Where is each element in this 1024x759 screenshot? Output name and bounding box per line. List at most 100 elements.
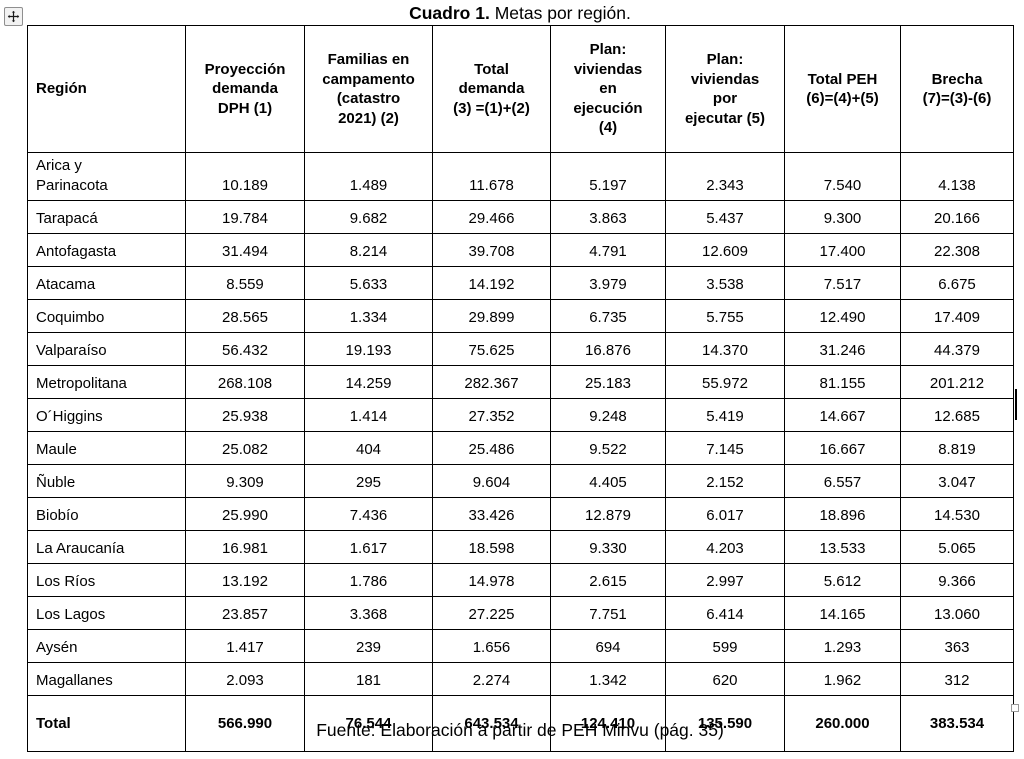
region-cell[interactable]: Magallanes: [27, 662, 186, 696]
value-cell[interactable]: 1.786: [304, 563, 433, 597]
region-cell[interactable]: Valparaíso: [27, 332, 186, 366]
value-cell[interactable]: 9.300: [784, 200, 901, 234]
value-cell[interactable]: 56.432: [185, 332, 305, 366]
value-cell[interactable]: 201.212: [900, 365, 1014, 399]
value-cell[interactable]: 29.466: [432, 200, 551, 234]
value-cell[interactable]: 3.368: [304, 596, 433, 630]
value-cell[interactable]: 2.997: [665, 563, 785, 597]
value-cell[interactable]: 7.145: [665, 431, 785, 465]
value-cell[interactable]: 5.755: [665, 299, 785, 333]
value-cell[interactable]: 312: [900, 662, 1014, 696]
value-cell[interactable]: 18.598: [432, 530, 551, 564]
value-cell[interactable]: 17.409: [900, 299, 1014, 333]
table-move-handle[interactable]: [4, 7, 23, 26]
value-cell[interactable]: 11.678: [432, 152, 551, 201]
value-cell[interactable]: 19.193: [304, 332, 433, 366]
value-cell[interactable]: 14.192: [432, 266, 551, 300]
value-cell[interactable]: 8.559: [185, 266, 305, 300]
region-cell[interactable]: Biobío: [27, 497, 186, 531]
region-cell[interactable]: Maule: [27, 431, 186, 465]
value-cell[interactable]: 6.414: [665, 596, 785, 630]
value-cell[interactable]: 7.436: [304, 497, 433, 531]
header-cell-viviendas-por-ejecutar[interactable]: Plan: viviendas por ejecutar (5): [665, 25, 785, 153]
value-cell[interactable]: 14.165: [784, 596, 901, 630]
region-cell[interactable]: Ñuble: [27, 464, 186, 498]
value-cell[interactable]: 599: [665, 629, 785, 663]
header-cell-region[interactable]: Región: [27, 25, 186, 153]
value-cell[interactable]: 31.246: [784, 332, 901, 366]
value-cell[interactable]: 8.214: [304, 233, 433, 267]
value-cell[interactable]: 55.972: [665, 365, 785, 399]
region-cell[interactable]: Arica y Parinacota: [27, 152, 186, 201]
region-cell[interactable]: O´Higgins: [27, 398, 186, 432]
value-cell[interactable]: 16.876: [550, 332, 666, 366]
value-cell[interactable]: 39.708: [432, 233, 551, 267]
value-cell[interactable]: 5.612: [784, 563, 901, 597]
value-cell[interactable]: 6.017: [665, 497, 785, 531]
total-value-cell[interactable]: 566.990: [185, 695, 305, 752]
value-cell[interactable]: 2.343: [665, 152, 785, 201]
value-cell[interactable]: 1.617: [304, 530, 433, 564]
value-cell[interactable]: 7.540: [784, 152, 901, 201]
value-cell[interactable]: 9.330: [550, 530, 666, 564]
value-cell[interactable]: 7.517: [784, 266, 901, 300]
value-cell[interactable]: 2.093: [185, 662, 305, 696]
region-cell[interactable]: Antofagasta: [27, 233, 186, 267]
value-cell[interactable]: 5.437: [665, 200, 785, 234]
value-cell[interactable]: 14.259: [304, 365, 433, 399]
value-cell[interactable]: 8.819: [900, 431, 1014, 465]
value-cell[interactable]: 19.784: [185, 200, 305, 234]
value-cell[interactable]: 2.152: [665, 464, 785, 498]
value-cell[interactable]: 33.426: [432, 497, 551, 531]
value-cell[interactable]: 3.979: [550, 266, 666, 300]
table-resize-handle[interactable]: [1011, 704, 1019, 712]
value-cell[interactable]: 9.366: [900, 563, 1014, 597]
value-cell[interactable]: 3.047: [900, 464, 1014, 498]
region-cell[interactable]: Los Lagos: [27, 596, 186, 630]
value-cell[interactable]: 9.604: [432, 464, 551, 498]
header-cell-total-demanda[interactable]: Total demanda (3) =(1)+(2): [432, 25, 551, 153]
value-cell[interactable]: 1.293: [784, 629, 901, 663]
value-cell[interactable]: 2.274: [432, 662, 551, 696]
value-cell[interactable]: 44.379: [900, 332, 1014, 366]
value-cell[interactable]: 12.490: [784, 299, 901, 333]
value-cell[interactable]: 23.857: [185, 596, 305, 630]
value-cell[interactable]: 14.667: [784, 398, 901, 432]
value-cell[interactable]: 81.155: [784, 365, 901, 399]
value-cell[interactable]: 12.685: [900, 398, 1014, 432]
value-cell[interactable]: 17.400: [784, 233, 901, 267]
value-cell[interactable]: 4.791: [550, 233, 666, 267]
value-cell[interactable]: 2.615: [550, 563, 666, 597]
value-cell[interactable]: 9.309: [185, 464, 305, 498]
value-cell[interactable]: 3.863: [550, 200, 666, 234]
value-cell[interactable]: 25.990: [185, 497, 305, 531]
total-value-cell[interactable]: 643.534: [432, 695, 551, 752]
value-cell[interactable]: 14.530: [900, 497, 1014, 531]
value-cell[interactable]: 1.656: [432, 629, 551, 663]
header-cell-total-peh[interactable]: Total PEH (6)=(4)+(5): [784, 25, 901, 153]
value-cell[interactable]: 404: [304, 431, 433, 465]
value-cell[interactable]: 25.486: [432, 431, 551, 465]
total-value-cell[interactable]: 260.000: [784, 695, 901, 752]
value-cell[interactable]: 5.065: [900, 530, 1014, 564]
value-cell[interactable]: 4.203: [665, 530, 785, 564]
value-cell[interactable]: 7.751: [550, 596, 666, 630]
value-cell[interactable]: 5.419: [665, 398, 785, 432]
value-cell[interactable]: 282.367: [432, 365, 551, 399]
value-cell[interactable]: 12.879: [550, 497, 666, 531]
value-cell[interactable]: 9.682: [304, 200, 433, 234]
value-cell[interactable]: 620: [665, 662, 785, 696]
value-cell[interactable]: 694: [550, 629, 666, 663]
value-cell[interactable]: 1.342: [550, 662, 666, 696]
value-cell[interactable]: 16.981: [185, 530, 305, 564]
value-cell[interactable]: 27.352: [432, 398, 551, 432]
region-cell[interactable]: Atacama: [27, 266, 186, 300]
value-cell[interactable]: 6.675: [900, 266, 1014, 300]
value-cell[interactable]: 239: [304, 629, 433, 663]
value-cell[interactable]: 5.197: [550, 152, 666, 201]
region-cell[interactable]: Coquimbo: [27, 299, 186, 333]
value-cell[interactable]: 268.108: [185, 365, 305, 399]
value-cell[interactable]: 14.370: [665, 332, 785, 366]
region-cell[interactable]: Metropolitana: [27, 365, 186, 399]
value-cell[interactable]: 4.405: [550, 464, 666, 498]
